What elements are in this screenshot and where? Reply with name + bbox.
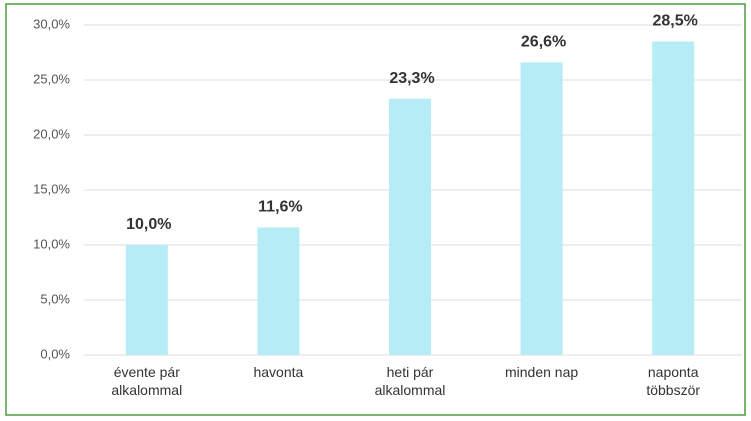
y-tick-label: 15,0%	[33, 181, 70, 196]
frame	[5, 3, 746, 416]
bar	[125, 245, 168, 355]
y-tick-label: 30,0%	[33, 16, 70, 31]
x-tick-label: havonta	[253, 364, 304, 380]
y-tick-label: 20,0%	[33, 126, 70, 141]
x-tick-label: naponta többször	[646, 364, 701, 398]
bar	[389, 98, 431, 355]
y-tick-label: 5,0%	[40, 291, 70, 306]
data-label: 23,3%	[389, 70, 434, 87]
bar	[652, 41, 695, 355]
x-tick-label: minden nap	[505, 364, 579, 380]
bar	[520, 62, 563, 356]
x-tick-label: heti pár alkalommal	[374, 364, 446, 398]
data-label: 11,6%	[258, 199, 302, 216]
y-tick-label: 25,0%	[33, 71, 70, 86]
data-label: 10,0%	[126, 216, 171, 233]
bar	[257, 227, 300, 355]
y-tick-label: 10,0%	[33, 236, 70, 251]
data-label: 26,6%	[521, 34, 566, 51]
x-tick-label: évente pár alkalommal	[111, 364, 183, 398]
data-label: 28,5%	[653, 13, 698, 30]
y-tick-label: 0,0%	[40, 346, 70, 361]
